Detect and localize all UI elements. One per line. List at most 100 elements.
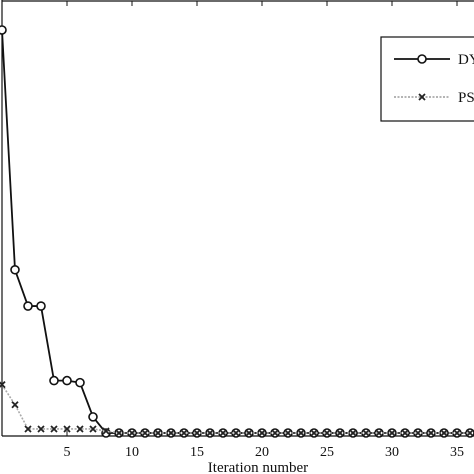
cross-stroke xyxy=(414,429,422,437)
data-point-marker xyxy=(11,401,19,409)
cross-stroke xyxy=(310,429,318,437)
legend-marker xyxy=(418,93,426,101)
cross-stroke xyxy=(323,429,331,437)
data-point-marker xyxy=(75,377,85,388)
series-line-ps xyxy=(1,384,470,434)
data-point-marker xyxy=(89,425,97,433)
cross-stroke xyxy=(401,429,409,437)
data-point-marker xyxy=(258,429,266,437)
data-point-marker xyxy=(102,427,110,435)
cross-stroke xyxy=(37,425,45,433)
data-point-marker xyxy=(388,429,396,437)
x-tick-label: 15 xyxy=(190,445,204,460)
data-point-marker xyxy=(167,429,175,437)
data-point-marker xyxy=(453,429,461,437)
cross-stroke xyxy=(206,429,214,437)
legend-marker xyxy=(417,54,427,64)
cross-stroke xyxy=(219,429,227,437)
data-point-marker xyxy=(362,429,370,437)
cross-stroke xyxy=(193,429,201,437)
cross-stroke xyxy=(76,425,84,433)
x-tick-label: 20 xyxy=(255,445,269,460)
cross-stroke xyxy=(167,429,175,437)
data-point-marker xyxy=(440,429,448,437)
legend-box xyxy=(380,36,474,122)
cross-stroke xyxy=(284,429,292,437)
data-point-marker xyxy=(271,429,279,437)
data-point-marker xyxy=(36,301,46,311)
data-point-marker xyxy=(141,429,149,437)
data-point-marker xyxy=(115,429,123,437)
cross-stroke xyxy=(128,429,136,437)
cross-stroke xyxy=(466,429,474,437)
data-point-marker xyxy=(349,429,357,437)
x-tick-label: 25 xyxy=(320,445,334,460)
x-tick-label: 5 xyxy=(64,445,71,460)
data-point-marker xyxy=(23,301,33,311)
cross-stroke xyxy=(11,401,19,409)
cross-stroke xyxy=(89,425,97,433)
cross-stroke xyxy=(115,429,123,437)
cross-stroke xyxy=(0,381,6,388)
cross-stroke xyxy=(388,429,396,437)
data-point-marker xyxy=(63,425,71,433)
legend: DY PS xyxy=(380,36,474,122)
data-point-marker xyxy=(88,412,98,422)
data-point-marker xyxy=(375,429,383,437)
cross-stroke xyxy=(362,429,370,437)
cross-stroke xyxy=(440,429,448,437)
data-point-marker xyxy=(0,381,6,389)
cross-stroke xyxy=(141,429,149,437)
data-point-marker xyxy=(24,425,32,433)
data-point-marker xyxy=(427,429,435,437)
series-ps xyxy=(0,381,474,437)
x-tick-label: 35 xyxy=(450,445,464,460)
cross-stroke xyxy=(271,429,279,437)
cross-stroke xyxy=(297,429,305,437)
data-point-marker xyxy=(336,429,344,437)
cross-stroke xyxy=(453,429,461,437)
legend-item-ps: PS xyxy=(394,90,474,106)
data-point-marker xyxy=(206,429,214,437)
data-point-marker xyxy=(49,375,59,386)
data-point-marker xyxy=(76,425,84,433)
cross-stroke xyxy=(232,429,240,437)
x-ticks: 5 10 15 20 25 30 35 xyxy=(64,1,464,460)
cross-stroke xyxy=(336,429,344,437)
data-point-marker xyxy=(401,429,409,437)
data-point-marker xyxy=(219,429,227,437)
cross-stroke xyxy=(349,429,357,437)
cross-stroke xyxy=(24,425,32,433)
data-point-marker xyxy=(10,264,20,275)
cross-stroke xyxy=(427,429,435,437)
data-point-marker xyxy=(193,429,201,437)
data-point-marker xyxy=(466,429,474,437)
data-point-marker xyxy=(297,429,305,437)
cross-stroke xyxy=(245,429,253,437)
cross-stroke xyxy=(180,429,188,437)
data-point-marker xyxy=(323,429,331,437)
cross-stroke xyxy=(102,427,110,435)
data-point-marker xyxy=(0,25,7,35)
data-point-marker xyxy=(414,429,422,437)
data-point-marker xyxy=(180,429,188,437)
data-point-marker xyxy=(154,429,162,437)
x-tick-label: 30 xyxy=(385,445,399,460)
legend-item-dy: DY xyxy=(394,52,474,68)
data-point-marker xyxy=(37,425,45,433)
data-point-marker xyxy=(50,425,58,433)
x-axis-label: Iteration number xyxy=(208,460,308,474)
data-point-marker xyxy=(245,429,253,437)
x-tick-label: 10 xyxy=(125,445,139,460)
legend-label: PS xyxy=(458,90,474,106)
legend-label: DY xyxy=(458,52,474,68)
data-point-marker xyxy=(310,429,318,437)
cross-stroke xyxy=(50,425,58,433)
series-layer xyxy=(0,25,474,438)
data-point-marker xyxy=(128,429,136,437)
cross-stroke xyxy=(154,429,162,437)
data-point-marker xyxy=(232,429,240,437)
cross-stroke xyxy=(63,425,71,433)
data-point-marker xyxy=(284,429,292,437)
